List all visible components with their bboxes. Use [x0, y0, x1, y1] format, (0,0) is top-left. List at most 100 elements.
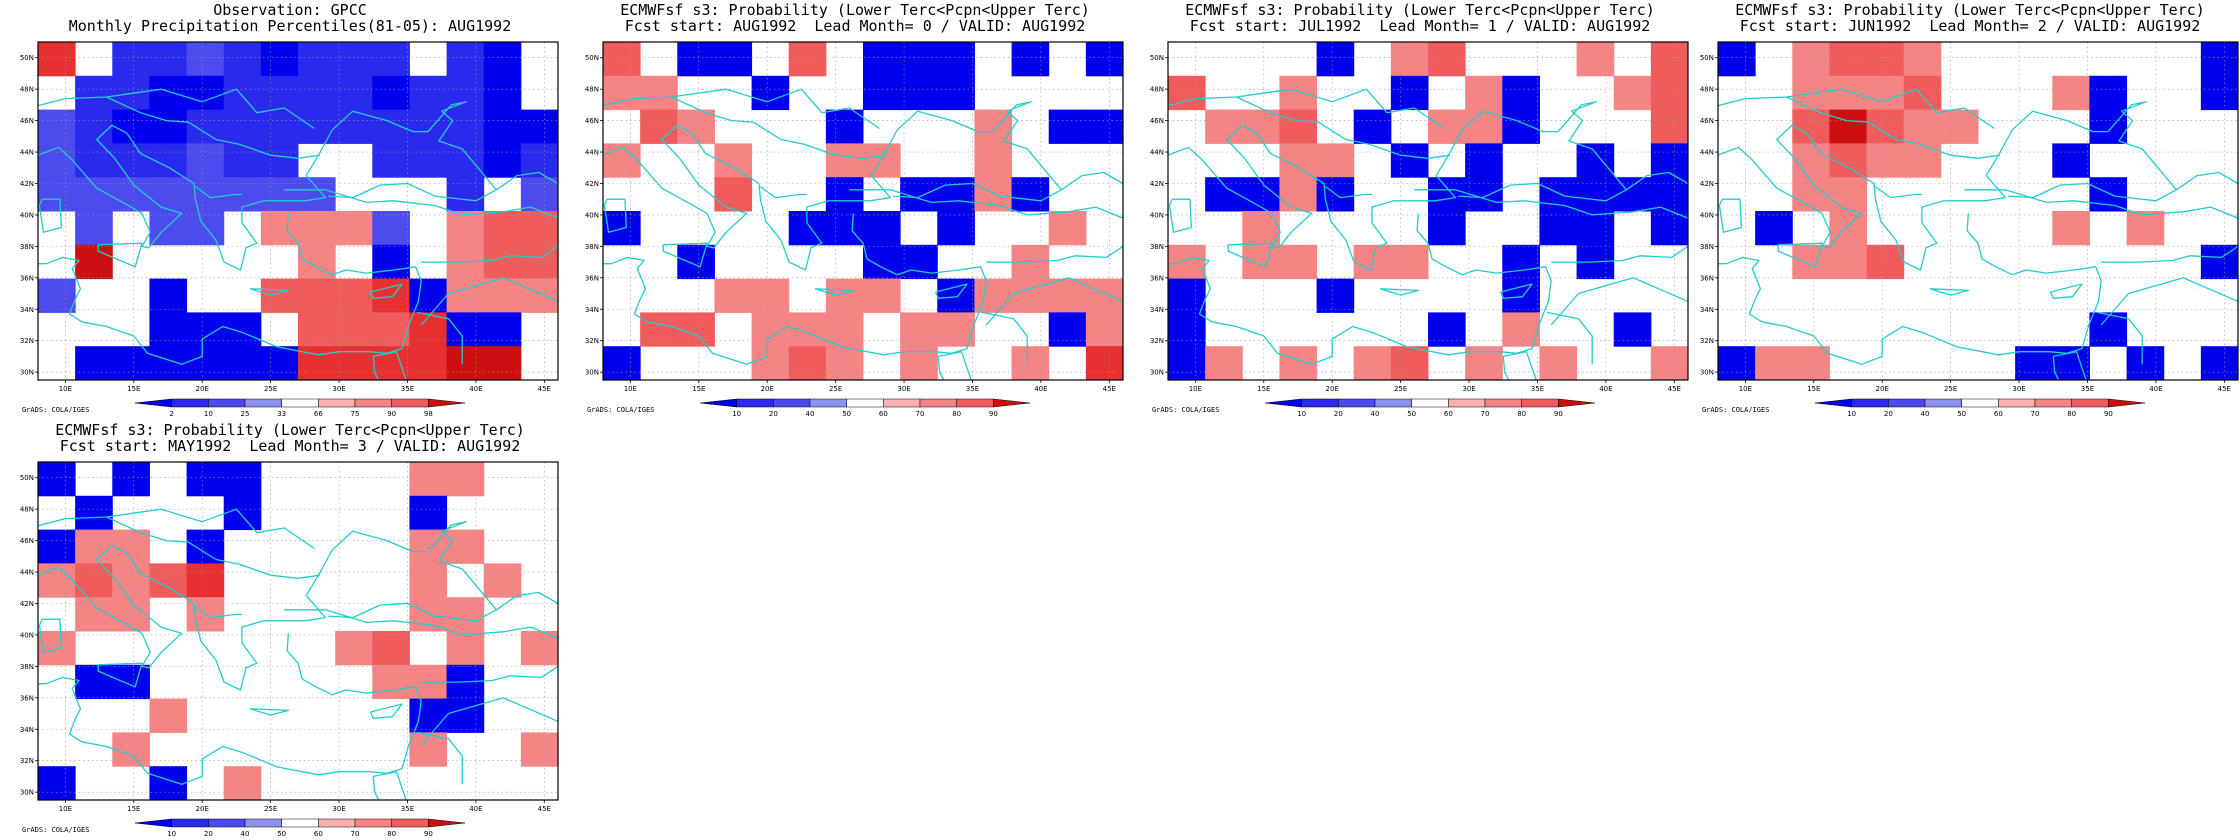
- grid-cell: [974, 109, 1013, 144]
- grid-cell: [1085, 278, 1124, 313]
- grid-cell: [75, 244, 113, 280]
- grid-cell: [446, 109, 485, 144]
- grid-cell: [900, 312, 938, 347]
- grid-cell: [677, 312, 715, 347]
- probability-map: 10E 15E 20E 25E 30E 35E 40E 45E 50N 48N 46N 44N 42N 4…: [1150, 41, 1689, 418]
- colorbar-label: 40: [1371, 410, 1380, 418]
- grid-cell: [446, 312, 485, 347]
- y-tick-label: 32N: [20, 757, 34, 765]
- grid-cell: [2200, 346, 2239, 381]
- y-tick-label: 36N: [585, 274, 599, 282]
- grid-cell: [825, 143, 864, 178]
- y-tick-label: 34N: [20, 306, 34, 314]
- grid-cell: [1048, 211, 1087, 246]
- x-tick-label: 30E: [332, 385, 345, 393]
- grid-cell: [1390, 143, 1429, 178]
- grid-cell: [714, 177, 753, 212]
- colorbar-label: 75: [351, 410, 360, 418]
- grid-cell: [863, 143, 901, 178]
- grid-cell: [937, 177, 975, 212]
- grid-cell: [863, 278, 901, 313]
- grid-cell: [186, 563, 225, 598]
- colorbar-label: 2: [169, 410, 173, 418]
- x-tick-label: 25E: [1394, 385, 1407, 393]
- colorbar-label: 40: [241, 830, 250, 838]
- y-tick-label: 48N: [20, 506, 34, 514]
- grid-cell: [1866, 75, 1905, 111]
- grid-cell: [900, 244, 938, 280]
- x-tick-label: 30E: [332, 805, 345, 813]
- grid-cell: [863, 75, 901, 111]
- grid-cell: [825, 109, 864, 144]
- grid-cell: [372, 211, 410, 246]
- grid-cell: [1792, 109, 1830, 144]
- x-tick-label: 40E: [469, 805, 482, 813]
- colorbar-label: 50: [1957, 410, 1966, 418]
- grid-cell: [75, 495, 113, 531]
- x-tick-label: 45E: [538, 385, 551, 393]
- grid-cell: [1576, 42, 1615, 77]
- y-tick-label: 34N: [585, 306, 599, 314]
- y-tick-label: 34N: [20, 726, 34, 734]
- grid-cell: [409, 312, 448, 347]
- grid-cell: [186, 42, 225, 77]
- grid-cell: [1048, 312, 1087, 347]
- y-tick-label: 50N: [585, 54, 599, 62]
- grid-cell: [640, 312, 678, 347]
- grid-cell: [1048, 109, 1087, 144]
- grid-cell: [1428, 211, 1466, 246]
- grid-cell: [483, 143, 522, 178]
- x-tick-label: 15E: [1807, 385, 1820, 393]
- grid-cell: [1353, 346, 1392, 381]
- map-panel-lead3: ECMWFsf s3: Probability (Lower Terc<Pcpn…: [20, 420, 560, 840]
- x-tick-label: 45E: [538, 805, 551, 813]
- grid-cell: [149, 109, 188, 144]
- grid-cell: [1502, 244, 1540, 280]
- y-tick-label: 44N: [585, 149, 599, 157]
- grid-cell: [223, 109, 262, 144]
- grid-cell: [714, 42, 753, 77]
- grid-cell: [520, 732, 559, 767]
- x-tick-label: 20E: [196, 385, 209, 393]
- colorbar-label: 90: [2104, 410, 2113, 418]
- panel-title-line1: ECMWFsf s3: Probability (Lower Terc<Pcpn…: [55, 421, 525, 439]
- grads-credit: GrADS: COLA/IGES: [1152, 406, 1220, 414]
- grid-cell: [1792, 346, 1830, 381]
- precipitation-map: 10E 15E 20E 25E 30E 35E 40E 45E 50N 48N 46N 44N 42N 4…: [20, 41, 559, 418]
- grid-cell: [409, 597, 448, 632]
- y-tick-label: 42N: [1700, 180, 1714, 188]
- grid-cell: [1242, 177, 1280, 212]
- y-tick-label: 44N: [20, 149, 34, 157]
- panel-title-line1: ECMWFsf s3: Probability (Lower Terc<Pcpn…: [620, 1, 1090, 19]
- grid-cell: [372, 664, 410, 700]
- grid-cell: [112, 109, 150, 144]
- grid-cell: [483, 109, 522, 144]
- grid-cell: [483, 278, 522, 313]
- grid-cell: [751, 75, 790, 111]
- y-tick-label: 50N: [20, 54, 34, 62]
- grid-cell: [1390, 75, 1429, 111]
- grid-cell: [409, 732, 448, 767]
- x-tick-label: 20E: [196, 805, 209, 813]
- grid-cell: [409, 346, 448, 381]
- y-tick-label: 50N: [20, 474, 34, 482]
- grid-cell: [75, 346, 113, 381]
- grid-cell: [223, 462, 262, 497]
- coastline: [1718, 88, 2238, 380]
- grid-cell: [1650, 177, 1689, 212]
- y-tick-label: 36N: [1700, 274, 1714, 282]
- grid-cell: [223, 177, 262, 212]
- y-tick-label: 44N: [1150, 149, 1164, 157]
- colorbar-label: 40: [806, 410, 815, 418]
- y-tick-label: 38N: [1150, 243, 1164, 251]
- grid-cell: [788, 312, 827, 347]
- grid-cell: [520, 143, 559, 178]
- colorbar-label: 10: [167, 830, 176, 838]
- grads-credit: GrADS: COLA/IGES: [22, 406, 90, 414]
- colorbar-label: 50: [277, 830, 286, 838]
- x-tick-label: 25E: [264, 805, 277, 813]
- grid-cell: [1866, 109, 1905, 144]
- grid-cell: [1650, 346, 1689, 381]
- grid-cell: [409, 698, 448, 733]
- grid-cell: [298, 177, 336, 212]
